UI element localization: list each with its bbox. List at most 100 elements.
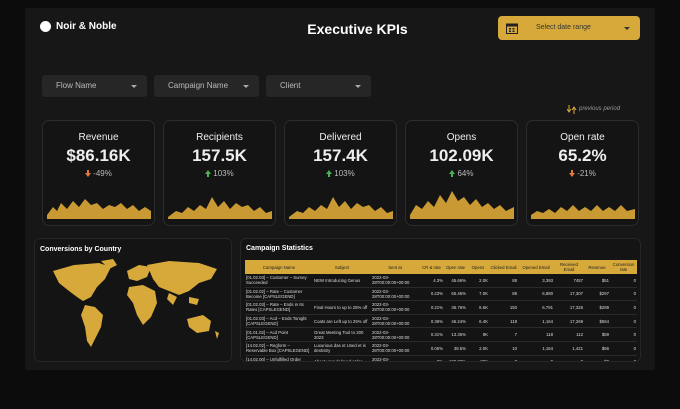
table-cell: About your delayed order	[313, 355, 371, 361]
table-cell: 0.06%	[419, 341, 444, 356]
kpi-change: -21%	[577, 169, 596, 178]
filter-dropdown[interactable]: Campaign Name	[154, 75, 259, 97]
campaign-table: Campaign Name Subject Sent at CR & rate Open…	[245, 260, 637, 361]
table-row: [01.02.03] – Acd – Ends Tonight [CAPSLEG…	[245, 314, 637, 329]
table-row: [14.02.00] – Unfulfilled Order VersionAb…	[245, 355, 637, 361]
table-cell: 38.5%	[444, 341, 467, 356]
kpi-change: 103%	[213, 169, 234, 178]
table-cell: $297	[584, 287, 610, 302]
kpi-change-row: -49%	[43, 169, 154, 178]
table-cell: 112	[554, 327, 584, 342]
table-row: [01.02.02] – Rate – Customer Become [CAP…	[245, 287, 637, 302]
table-cell: 2022-03-28T00:00:00+00:00	[371, 287, 419, 302]
table-cell: 6.4K	[467, 314, 489, 329]
trend-arrow	[569, 170, 576, 177]
table-panel: Campaign Statistics Campaign Name Subject…	[240, 238, 641, 362]
column-header: Received Email	[554, 260, 584, 274]
kpi-change-row: 103%	[285, 169, 396, 178]
table-cell: 17,269	[554, 314, 584, 329]
table-cell: 0.21%	[419, 300, 444, 315]
trend-icon	[449, 170, 456, 177]
sparkline-area	[410, 191, 514, 219]
map-panel: Conversions by Country	[34, 238, 232, 362]
kpi-change: -49%	[93, 169, 112, 178]
table-cell: 1,421	[554, 341, 584, 356]
table-cell: 2022-03-28T00:00:00+00:00	[371, 314, 419, 329]
table-cell: $56	[584, 341, 610, 356]
column-header: Clicked Email	[489, 260, 518, 274]
table-cell	[313, 287, 371, 302]
compare-icon	[567, 105, 577, 114]
table-cell: 0	[610, 287, 637, 302]
table-cell: 150	[489, 300, 518, 315]
table-cell: 2022-03-28T00:00:00+00:00	[371, 355, 419, 361]
kpi-label: Open rate	[560, 132, 605, 143]
column-header: Revenue	[584, 260, 610, 274]
column-header[interactable]: Campaign Name	[245, 260, 313, 274]
kpi-value: 157.5K	[192, 146, 247, 165]
table-row: [01.02.03] – Rate – Ends in Its Rates [C…	[245, 300, 637, 315]
sparkline	[410, 191, 514, 219]
table-cell: 4.3%	[419, 274, 444, 288]
table-cell: 88	[489, 287, 518, 302]
trend-arrow	[449, 170, 456, 177]
kpi-value: $86.16K	[66, 146, 131, 165]
table-cell: 10	[489, 341, 518, 356]
table-cell: 8K	[467, 327, 489, 342]
table-cell: 65.46%	[444, 287, 467, 302]
table-cell: 17,326	[554, 300, 584, 315]
filter-dropdown[interactable]: Flow Name	[42, 75, 147, 97]
kpi-change-row: 64%	[406, 169, 517, 178]
table-cell: 2022-03-28T00:00:00+00:00	[371, 327, 419, 342]
table-cell: 13.36%	[444, 327, 467, 342]
table-cell: 2022-03-28T00:00:00+00:00	[371, 300, 419, 315]
table-cell: Final Hours to up to 25% off	[313, 300, 371, 315]
table-cell: 100.00%	[444, 355, 467, 361]
table-cell: 0	[610, 341, 637, 356]
date-picker[interactable]: Select date range	[498, 16, 640, 40]
kpi-card: Delivered 157.4K 103%	[284, 120, 397, 226]
trend-arrow	[326, 170, 333, 177]
trend-arrow	[205, 170, 212, 177]
table-cell: 0%	[419, 355, 444, 361]
kpi-card: Opens 102.09K 64%	[405, 120, 518, 226]
table-row: [01.02.03] – Customer – Survey Succeeded…	[245, 274, 637, 288]
table-cell: 0	[610, 274, 637, 288]
column-header: CR & rate	[419, 260, 444, 274]
calendar-icon	[506, 23, 518, 34]
column-header: Sent at	[371, 260, 419, 274]
table-cell: 1,164	[518, 314, 554, 329]
sparkline-area	[531, 205, 635, 219]
kpi-change: 103%	[334, 169, 355, 178]
table-cell: $51	[584, 274, 610, 288]
kpi-card: Revenue $86.16K -49%	[42, 120, 155, 226]
table-cell: 2022-03-28T00:00:00+00:00	[371, 341, 419, 356]
table-cell: 118	[489, 314, 518, 329]
sparkline-area	[289, 197, 393, 219]
table-cell: 88	[489, 274, 518, 288]
table-cell: NEW Introducing Genus	[313, 274, 371, 288]
comparison-note: previous period	[579, 106, 621, 112]
table-cell: 1,164	[518, 341, 554, 356]
filter-dropdown[interactable]: Client	[266, 75, 371, 97]
column-header: Open rate	[444, 260, 467, 274]
kpi-value: 65.2%	[558, 146, 607, 165]
table-body: [01.02.03] – Customer – Survey Succeeded…	[245, 274, 637, 361]
kpi-change: 64%	[457, 169, 474, 178]
page-title: Executive KPIs	[307, 21, 408, 37]
table-cell: 2.0K	[467, 341, 489, 356]
table-cell: 7457	[554, 274, 584, 288]
kpi-label: Delivered	[319, 132, 362, 143]
table-cell: 118	[518, 327, 554, 342]
table-cell: 0.23%	[419, 287, 444, 302]
table-cell: 6.6K	[467, 300, 489, 315]
date-picker-label: Select date range	[536, 24, 591, 31]
table-cell: 45.66%	[444, 274, 467, 288]
table-cell: Great Meeting Tool to 200 2023	[313, 327, 371, 342]
table-cell: 7.0K	[467, 287, 489, 302]
table-cell: 6,791	[518, 300, 554, 315]
table-row: [01.01.02] – Acd Point [CAPSLEGEND] Great…	[245, 327, 637, 342]
trend-icon	[569, 170, 576, 177]
kpi-value: 157.4K	[313, 146, 368, 165]
